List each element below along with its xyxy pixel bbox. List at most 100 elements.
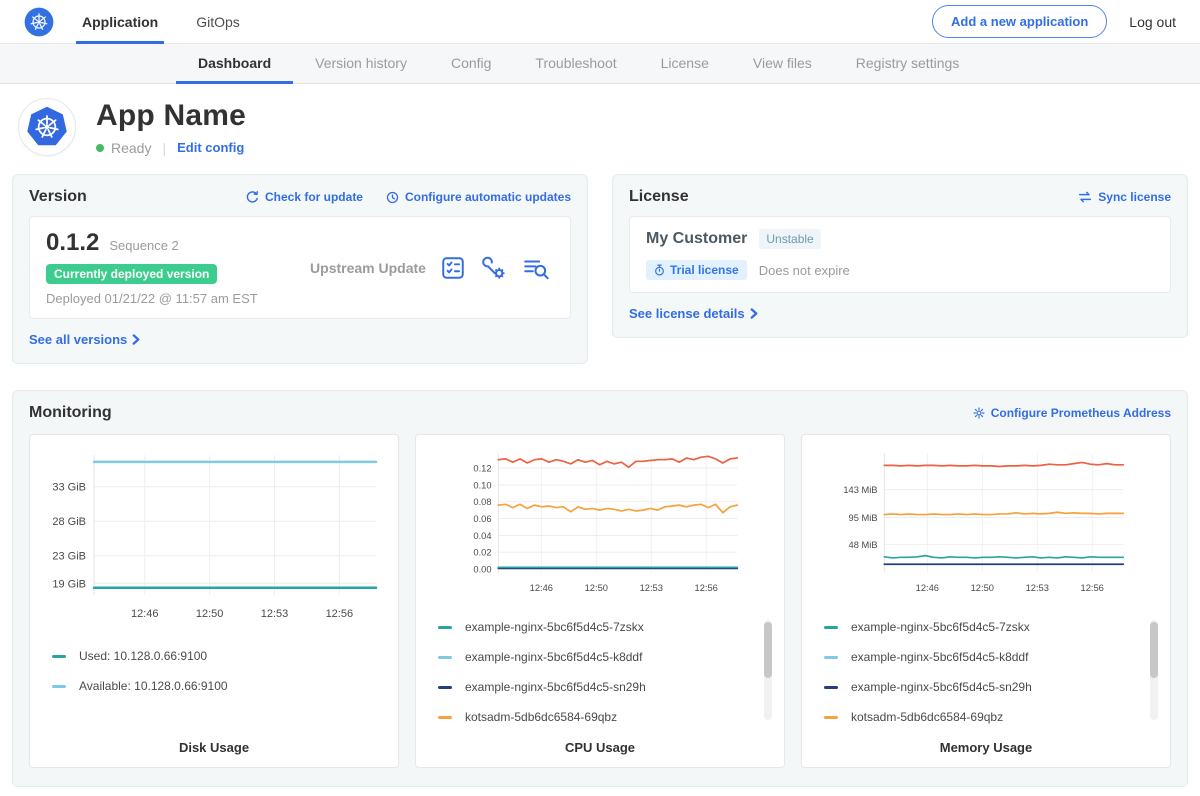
customer-name: My Customer bbox=[646, 230, 747, 248]
legend-scrollbar-thumb[interactable] bbox=[764, 622, 772, 678]
legend-color-dash bbox=[824, 716, 838, 719]
chart-plot: 0.000.020.040.060.080.100.1212:4612:5012… bbox=[430, 447, 770, 608]
chart-legend: example-nginx-5bc6f5d4c5-7zskx example-ng… bbox=[426, 620, 774, 740]
subnav-tab-view-files[interactable]: View files bbox=[731, 44, 834, 84]
svg-text:12:46: 12:46 bbox=[131, 608, 159, 620]
svg-text:0.00: 0.00 bbox=[473, 564, 491, 574]
legend-item: Available: 10.128.0.66:9100 bbox=[52, 679, 370, 693]
legend-scrollbar-track[interactable] bbox=[764, 620, 772, 720]
stopwatch-icon bbox=[654, 264, 665, 276]
legend-item: example-nginx-5bc6f5d4c5-sn29h bbox=[438, 680, 756, 694]
legend-item: example-nginx-5bc6f5d4c5-k8ddf bbox=[824, 650, 1142, 664]
subnav-tab-registry-settings[interactable]: Registry settings bbox=[834, 44, 981, 84]
license-card: License Sync license My Customer Unstabl… bbox=[612, 174, 1188, 338]
legend-scrollbar-track[interactable] bbox=[1150, 620, 1158, 720]
ready-status-text: Ready bbox=[111, 140, 151, 156]
chart-legend: Used: 10.128.0.66:9100 Available: 10.128.… bbox=[40, 649, 388, 740]
version-source-label: Upstream Update bbox=[296, 260, 440, 276]
chart-title: Disk Usage bbox=[40, 740, 388, 755]
preflight-checklist-icon[interactable] bbox=[440, 255, 466, 281]
svg-text:19 GiB: 19 GiB bbox=[52, 578, 86, 590]
clock-refresh-icon bbox=[385, 190, 400, 205]
legend-scrollbar-thumb[interactable] bbox=[1150, 622, 1158, 678]
svg-text:12:53: 12:53 bbox=[261, 608, 289, 620]
legend-item: example-nginx-5bc6f5d4c5-7zskx bbox=[438, 620, 756, 634]
legend-color-dash bbox=[438, 686, 452, 689]
legend-label: Used: 10.128.0.66:9100 bbox=[79, 649, 207, 663]
legend-color-dash bbox=[438, 716, 452, 719]
legend-item: Used: 10.128.0.66:9100 bbox=[52, 649, 370, 663]
monitoring-title: Monitoring bbox=[29, 404, 112, 422]
legend-item: example-nginx-5bc6f5d4c5-k8ddf bbox=[438, 650, 756, 664]
license-expiry: Does not expire bbox=[759, 263, 850, 278]
app-header: App Name Ready | Edit config bbox=[0, 84, 1200, 168]
chart-plot: 48 MiB95 MiB143 MiB12:4612:5012:5312:56 bbox=[816, 447, 1156, 608]
chart-card-disk-usage: 19 GiB 23 GiB 28 GiB 33 GiB 12:46 12:50 12:53 1… bbox=[29, 434, 399, 768]
configure-automatic-updates-link[interactable]: Configure automatic updates bbox=[385, 190, 571, 205]
svg-text:12:56: 12:56 bbox=[695, 583, 718, 593]
svg-text:0.10: 0.10 bbox=[473, 480, 491, 490]
monitoring-card: Monitoring Configure Prometheus Address … bbox=[12, 390, 1188, 787]
subnav-tab-config[interactable]: Config bbox=[429, 44, 513, 84]
dashboard-cards-row: Version Check for update Configure autom… bbox=[0, 168, 1200, 364]
svg-text:28 GiB: 28 GiB bbox=[52, 516, 86, 528]
charts-row: 19 GiB 23 GiB 28 GiB 33 GiB 12:46 12:50 12:53 1… bbox=[29, 434, 1171, 768]
config-wrench-gear-icon[interactable] bbox=[481, 255, 507, 281]
gear-icon bbox=[972, 406, 986, 420]
chart-title: CPU Usage bbox=[426, 740, 774, 755]
legend-label: example-nginx-5bc6f5d4c5-7zskx bbox=[851, 620, 1030, 634]
add-application-button[interactable]: Add a new application bbox=[932, 5, 1107, 38]
chart-card-cpu-usage: 0.000.020.040.060.080.100.1212:4612:5012… bbox=[415, 434, 785, 768]
svg-text:12:46: 12:46 bbox=[530, 583, 553, 593]
svg-text:23 GiB: 23 GiB bbox=[52, 551, 86, 563]
subnav-tab-license[interactable]: License bbox=[639, 44, 731, 84]
svg-text:12:46: 12:46 bbox=[916, 583, 939, 593]
chart-legend: example-nginx-5bc6f5d4c5-7zskx example-ng… bbox=[812, 620, 1160, 740]
legend-label: example-nginx-5bc6f5d4c5-sn29h bbox=[851, 680, 1032, 694]
sync-license-link[interactable]: Sync license bbox=[1077, 190, 1171, 204]
svg-text:12:50: 12:50 bbox=[971, 583, 994, 593]
chart-card-memory-usage: 48 MiB95 MiB143 MiB12:4612:5012:5312:56e… bbox=[801, 434, 1171, 768]
svg-text:48 MiB: 48 MiB bbox=[849, 540, 878, 550]
see-all-versions-link[interactable]: See all versions bbox=[29, 332, 140, 347]
current-version-row: 0.1.2 Sequence 2 Currently deployed vers… bbox=[29, 216, 571, 319]
subnav-tab-troubleshoot[interactable]: Troubleshoot bbox=[513, 44, 638, 84]
svg-text:0.04: 0.04 bbox=[473, 531, 491, 541]
page-title: App Name bbox=[96, 99, 246, 133]
topnav-tab-gitops[interactable]: GitOps bbox=[190, 0, 246, 43]
svg-text:12:50: 12:50 bbox=[196, 608, 224, 620]
see-license-details-link[interactable]: See license details bbox=[629, 306, 758, 321]
svg-text:12:56: 12:56 bbox=[326, 608, 354, 620]
edit-config-link[interactable]: Edit config bbox=[177, 140, 244, 155]
configure-prometheus-link[interactable]: Configure Prometheus Address bbox=[972, 406, 1171, 420]
legend-label: example-nginx-5bc6f5d4c5-k8ddf bbox=[465, 650, 642, 664]
topnav-spacer bbox=[272, 0, 932, 43]
legend-label: Available: 10.128.0.66:9100 bbox=[79, 679, 228, 693]
svg-text:95 MiB: 95 MiB bbox=[849, 513, 878, 523]
kubernetes-logo[interactable] bbox=[24, 0, 54, 43]
legend-label: example-nginx-5bc6f5d4c5-7zskx bbox=[465, 620, 644, 634]
deploy-logs-search-icon[interactable] bbox=[522, 255, 550, 281]
legend-color-dash bbox=[824, 626, 838, 629]
kubernetes-logo-icon bbox=[24, 7, 54, 37]
subnav-tab-version-history[interactable]: Version history bbox=[293, 44, 429, 84]
topnav-tabs: Application GitOps bbox=[76, 0, 272, 43]
legend-item: example-nginx-5bc6f5d4c5-7zskx bbox=[824, 620, 1142, 634]
sync-arrows-icon bbox=[1077, 190, 1093, 204]
legend-color-dash bbox=[824, 686, 838, 689]
svg-text:33 GiB: 33 GiB bbox=[52, 482, 86, 494]
check-for-update-link[interactable]: Check for update bbox=[245, 190, 363, 205]
topnav-tab-application[interactable]: Application bbox=[76, 0, 164, 43]
chart-plot: 19 GiB 23 GiB 28 GiB 33 GiB 12:46 12:50 12:53 1… bbox=[44, 447, 384, 637]
version-number: 0.1.2 bbox=[46, 229, 99, 257]
ready-status-dot bbox=[96, 144, 104, 152]
logout-button[interactable]: Log out bbox=[1129, 14, 1176, 30]
svg-text:0.12: 0.12 bbox=[473, 463, 491, 473]
legend-color-dash bbox=[438, 626, 452, 629]
legend-color-dash bbox=[824, 656, 838, 659]
subnav-tab-dashboard[interactable]: Dashboard bbox=[176, 44, 293, 84]
chevron-right-icon bbox=[750, 308, 758, 319]
legend-item: kotsadm-5db6dc6584-69qbz bbox=[824, 710, 1142, 724]
license-details-row: My Customer Unstable Trial license Does … bbox=[629, 216, 1171, 293]
legend-color-dash bbox=[52, 685, 66, 688]
